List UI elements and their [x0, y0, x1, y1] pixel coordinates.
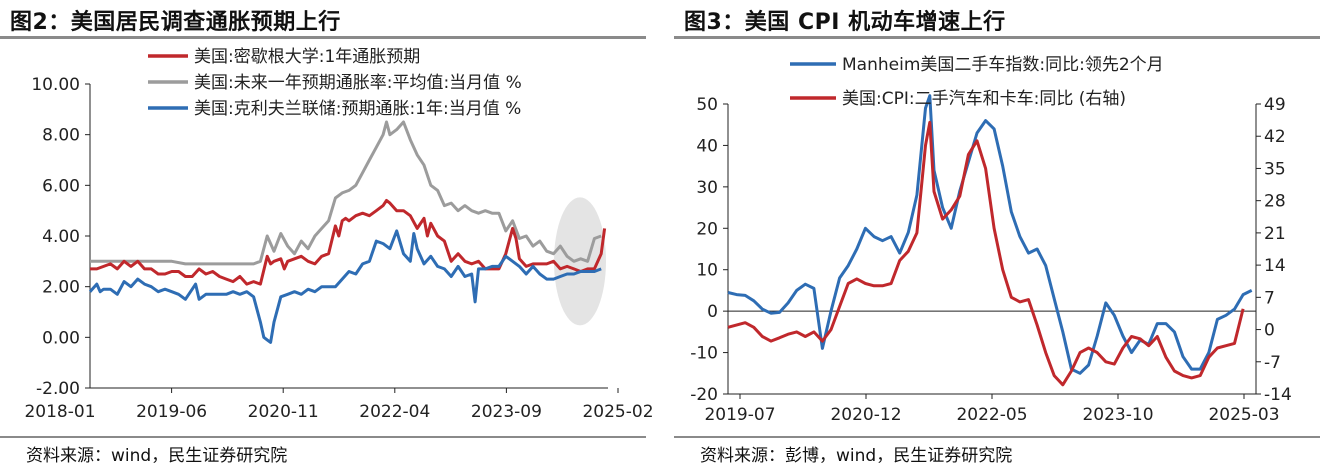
- source-rule: [0, 436, 646, 438]
- series-line: [90, 199, 607, 286]
- y-tick-label: 6.00: [42, 176, 80, 196]
- y-right-tick-label: 14: [1264, 256, 1286, 276]
- y-tick-label: 8.00: [42, 126, 80, 146]
- y-right-tick-label: 21: [1264, 224, 1286, 244]
- source-note: 资料来源：彭博，wind，民生证券研究院: [700, 446, 1013, 466]
- y-left-tick-label: 10: [696, 261, 718, 281]
- x-tick-label: 2020-12: [830, 405, 901, 425]
- series-line: [727, 120, 1245, 387]
- series-line: [88, 229, 602, 344]
- highlight-ellipse: [554, 197, 606, 326]
- y-left-tick-label: 50: [696, 95, 718, 115]
- x-tick-label: 2020-11: [248, 402, 319, 422]
- x-tick-label: 2023-10: [1082, 405, 1153, 425]
- chart-area: 50 40 30 20 10 0 -10 -20 49 42 35 28 21 14 7 0 -7 -14 2019…: [690, 55, 1292, 425]
- y-tick-label: 10.00: [31, 75, 80, 95]
- x-tick-label: 2025-03: [1208, 405, 1279, 425]
- x-tick-label: 2019-07: [704, 405, 775, 425]
- legend-label: 美国:克利夫兰联储:预期通胀:1年:当月值 %: [194, 99, 521, 119]
- series-line: [90, 120, 602, 266]
- chart-panel-left: 图2：美国居民调查通胀预期上行 10.00 8.00 6.00 4.00 2.00 0.0…: [0, 0, 654, 466]
- y-left-tick-label: -20: [690, 385, 718, 405]
- source-note: 资料来源：wind，民生证券研究院: [26, 446, 288, 466]
- y-left-tick-label: -10: [690, 344, 718, 364]
- chart-panel-right: 图3：美国 CPI 机动车增速上行 50 40 30 20 10 0 -10 -20 49 42 3…: [674, 0, 1320, 466]
- chart-title: 图2：美国居民调查通胀预期上行: [10, 10, 341, 35]
- y-left-tick-label: 0: [707, 302, 718, 322]
- x-tick-label: 2018-01: [24, 402, 95, 422]
- title-rule: [674, 36, 1320, 39]
- y-tick-label: 4.00: [42, 227, 80, 247]
- x-tick-label: 2019-06: [136, 402, 207, 422]
- y-right-tick-label: 49: [1264, 95, 1286, 115]
- y-right-tick-label: -7: [1264, 353, 1281, 373]
- y-tick-label: -2.00: [36, 379, 80, 399]
- chart-area: 10.00 8.00 6.00 4.00 2.00 0.00 -2.00 2018-01 201…: [24, 47, 653, 422]
- y-right-tick-label: -14: [1264, 385, 1292, 405]
- legend-label: 美国:未来一年预期通胀率:平均值:当月值 %: [194, 73, 522, 93]
- y-right-tick-label: 28: [1264, 192, 1286, 212]
- y-left-tick-label: 20: [696, 219, 718, 239]
- legend-label: 美国:密歇根大学:1年通胀预期: [194, 47, 420, 67]
- y-tick-label: 2.00: [42, 278, 80, 298]
- x-tick-label: 2023-09: [471, 402, 542, 422]
- legend-label: 美国:CPI:二手汽车和卡车:同比 (右轴): [842, 89, 1126, 109]
- y-right-tick-label: 35: [1264, 159, 1286, 179]
- x-tick-label: 2022-04: [359, 402, 430, 422]
- y-left-tick-label: 30: [696, 178, 718, 198]
- source-rule: [674, 436, 1320, 438]
- x-tick-label: 2022-05: [956, 405, 1027, 425]
- chart-title: 图3：美国 CPI 机动车增速上行: [684, 10, 1006, 35]
- legend-label: Manheim美国二手车指数:同比:领先2个月: [842, 55, 1164, 75]
- title-rule: [0, 36, 646, 39]
- y-right-tick-label: 42: [1264, 127, 1286, 147]
- y-right-tick-label: 0: [1264, 321, 1275, 341]
- y-tick-label: 0.00: [42, 328, 80, 348]
- y-left-tick-label: 40: [696, 136, 718, 156]
- series-line: [727, 94, 1253, 375]
- y-right-tick-label: 7: [1264, 288, 1275, 308]
- x-tick-label: 2025-02: [582, 402, 653, 422]
